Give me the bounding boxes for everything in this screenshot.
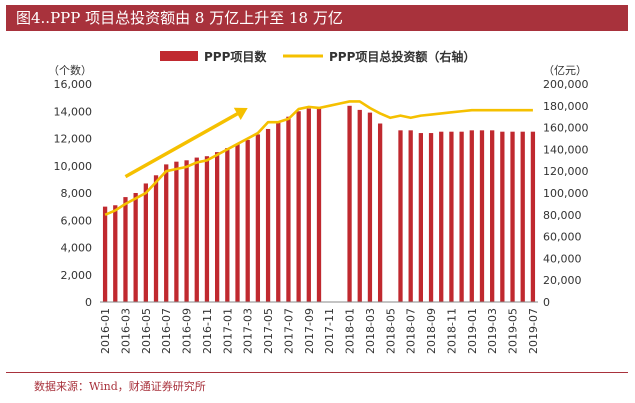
y-right-tick-label: 140,000 [543, 143, 589, 156]
x-tick-label: 2016-01 [99, 308, 112, 354]
bar [215, 152, 220, 303]
trend-arrow-head [233, 107, 248, 120]
bar [408, 130, 413, 302]
y-right-tick-label: 60,000 [543, 231, 582, 244]
bar [398, 130, 403, 302]
bar [469, 130, 474, 302]
x-tick-label: 2019-01 [466, 308, 479, 354]
title-bar: 图4..PPP 项目总投资额由 8 万亿上升至 18 万亿 [6, 5, 628, 31]
y-left-unit-label: （个数） [48, 64, 92, 77]
bar [479, 130, 485, 302]
legend-bar-label: PPP项目数 [204, 49, 267, 64]
x-tick-label: 2018-09 [425, 308, 438, 354]
legend-line-label: PPP项目总投资额（右轴） [329, 49, 475, 64]
x-tick-label: 2018-01 [344, 308, 357, 354]
investment-line [104, 100, 533, 216]
legend-bar-swatch [160, 51, 198, 61]
footer-rule [6, 372, 628, 373]
bar [123, 197, 128, 302]
trend-arrow-shaft [124, 111, 240, 179]
bar [113, 205, 118, 302]
y-left-tick-label: 2,000 [61, 269, 93, 282]
bar [439, 131, 444, 302]
bar [204, 156, 210, 302]
source-note: 数据来源：Wind，财通证券研究所 [34, 380, 206, 393]
y-right-tick-label: 120,000 [543, 165, 589, 178]
y-left-tick-label: 10,000 [54, 160, 93, 173]
y-right-tick-label: 20,000 [543, 274, 582, 287]
y-left-tick-label: 6,000 [61, 214, 93, 227]
x-tick-label: 2019-03 [486, 308, 499, 354]
bar [235, 143, 240, 302]
bar [133, 193, 138, 302]
y-right-tick-label: 160,000 [543, 122, 589, 135]
bar [347, 105, 352, 302]
bar [153, 175, 159, 302]
x-tick-label: 2018-11 [445, 308, 458, 354]
x-tick-label: 2017-09 [303, 308, 316, 354]
x-tick-label: 2016-07 [160, 308, 173, 354]
y-left-tick-label: 16,000 [54, 78, 93, 91]
y-right-tick-label: 80,000 [543, 209, 582, 222]
bar [449, 131, 454, 302]
x-tick-label: 2017-03 [242, 308, 255, 354]
x-tick-label: 2016-03 [119, 308, 132, 354]
y-left-tick-label: 0 [85, 296, 92, 309]
bar [510, 131, 515, 302]
y-right-tick-label: 0 [543, 296, 550, 309]
bar [143, 183, 148, 302]
bar [255, 134, 261, 302]
y-left-tick-label: 14,000 [54, 105, 93, 118]
y-right-tick-label: 180,000 [543, 100, 589, 113]
x-tick-label: 2017-01 [221, 308, 234, 354]
x-tick-label: 2016-11 [201, 308, 214, 354]
bar [428, 133, 434, 302]
x-tick-label: 2017-05 [262, 308, 275, 354]
bar [520, 131, 525, 302]
bar [194, 157, 199, 302]
y-right-tick-label: 200,000 [543, 78, 589, 91]
bar [306, 108, 311, 302]
bar [245, 139, 250, 302]
x-tick-label: 2016-05 [140, 308, 153, 354]
bar [286, 116, 291, 302]
x-tick-label: 2018-05 [384, 308, 397, 354]
y-left-tick-label: 4,000 [61, 242, 93, 255]
bar [164, 164, 169, 302]
y-left-tick-label: 8,000 [61, 187, 93, 200]
bar [377, 123, 383, 302]
y-left-tick-label: 12,000 [54, 133, 93, 146]
bar [225, 148, 230, 302]
bar [102, 206, 108, 303]
x-tick-label: 2019-07 [527, 308, 540, 354]
bar [357, 109, 362, 302]
bar [459, 131, 464, 302]
bar [184, 160, 189, 302]
x-tick-label: 2018-07 [405, 308, 418, 354]
bar [530, 131, 536, 302]
x-tick-label: 2019-05 [507, 308, 520, 354]
x-tick-label: 2017-07 [282, 308, 295, 354]
x-tick-label: 2017-11 [323, 308, 336, 354]
bar [265, 128, 271, 302]
bar [500, 131, 505, 302]
x-tick-label: 2018-03 [364, 308, 377, 354]
chart-title: 图4..PPP 项目总投资额由 8 万亿上升至 18 万亿 [16, 9, 343, 27]
bar [316, 107, 322, 302]
bar [490, 130, 495, 302]
bar [367, 112, 373, 302]
x-tick-label: 2016-09 [181, 308, 194, 354]
y-right-tick-label: 100,000 [543, 187, 589, 200]
bar [418, 133, 423, 302]
y-right-unit-label: （亿元） [543, 64, 587, 77]
y-right-tick-label: 40,000 [543, 252, 582, 265]
bar [296, 111, 301, 302]
bar [174, 161, 179, 302]
bar [276, 122, 281, 303]
